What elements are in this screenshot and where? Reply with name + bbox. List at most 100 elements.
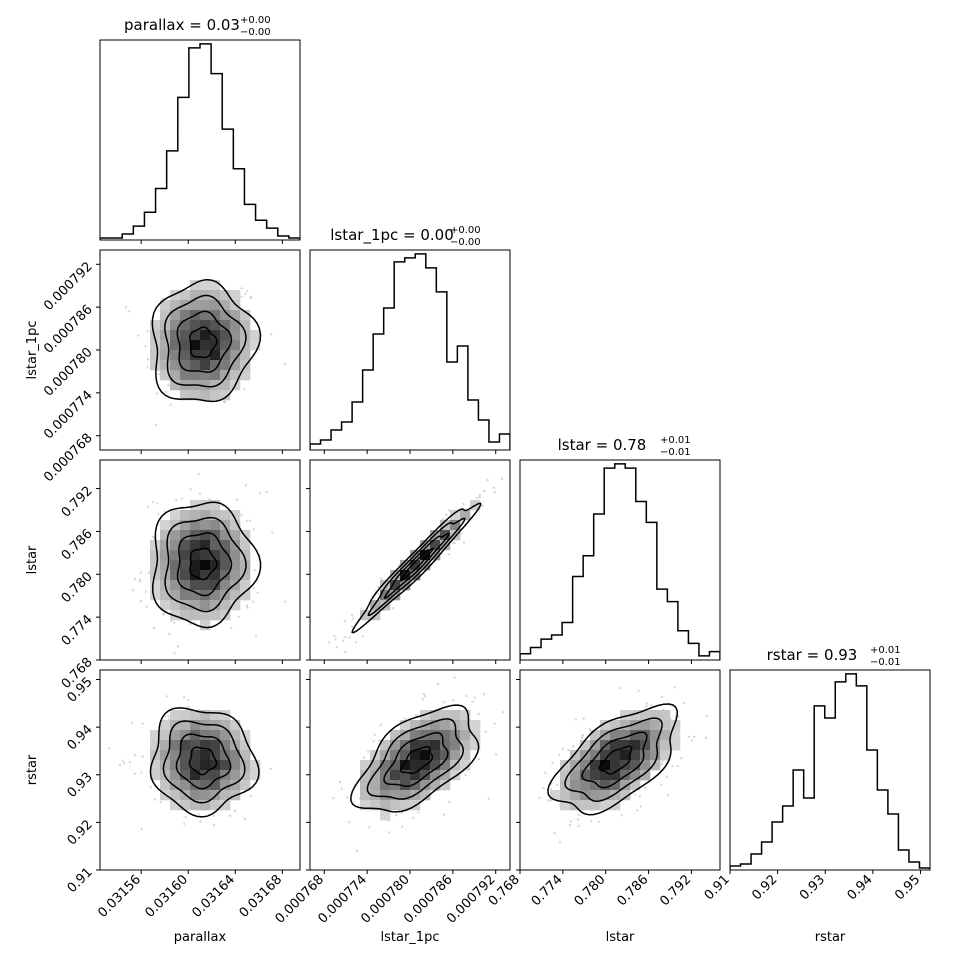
density-cell — [190, 570, 201, 581]
title-rstar: rstar = 0.93 — [767, 646, 858, 664]
sample-point — [687, 735, 691, 738]
sample-point — [335, 646, 339, 649]
y-axis-label-rstar: rstar — [25, 754, 40, 785]
density-cell — [410, 570, 421, 581]
density-cell — [600, 780, 611, 791]
density-cell — [620, 720, 631, 731]
density-cell — [450, 770, 461, 781]
density-cell — [230, 600, 241, 611]
density-cell — [170, 770, 181, 781]
density-cell — [160, 310, 171, 321]
sample-point — [180, 497, 184, 500]
density-cell — [170, 380, 181, 391]
sample-point — [157, 372, 160, 376]
density-cell — [210, 520, 221, 531]
sample-point — [500, 477, 504, 480]
x-tick-label-lstar: 0.774 — [529, 872, 566, 909]
density-cell — [380, 750, 391, 761]
sample-point — [580, 736, 583, 740]
density-cell — [190, 370, 201, 381]
density-cell — [200, 330, 211, 341]
sample-point — [645, 702, 649, 705]
density-cell — [170, 330, 181, 341]
sample-point — [676, 764, 679, 768]
density-cell — [360, 780, 371, 791]
sample-point — [341, 639, 345, 643]
sample-point — [183, 696, 186, 699]
sample-point — [224, 400, 227, 403]
density-cell — [240, 750, 251, 761]
density-cell — [160, 540, 171, 551]
density-cell — [380, 800, 391, 811]
density-cell — [210, 800, 221, 811]
panel-lstar_1pc-vs-parallax — [96, 249, 301, 454]
contour-line — [367, 517, 466, 617]
sample-point — [269, 767, 272, 771]
title-lstar: lstar = 0.78 — [558, 436, 647, 454]
sample-point — [637, 689, 640, 692]
sample-point — [482, 693, 486, 696]
density-cell — [160, 300, 171, 311]
density-cell — [600, 770, 611, 781]
density-cell — [190, 340, 201, 351]
panel-lstar-vs-lstar_1pc — [306, 459, 511, 664]
sample-point — [127, 310, 131, 313]
sample-point — [249, 795, 252, 798]
density-cell — [370, 600, 381, 611]
density-cell — [430, 780, 441, 791]
density-cell — [200, 530, 211, 541]
x-tick-label-lstar: 0.780 — [572, 872, 609, 909]
density-cell — [180, 580, 191, 591]
sample-point — [465, 694, 468, 698]
density-cell — [180, 340, 191, 351]
density-cell — [200, 280, 211, 291]
density-cell — [200, 340, 211, 351]
sample-point — [577, 824, 580, 828]
density-cell — [180, 520, 191, 531]
density-cell — [360, 800, 371, 811]
x-tick-label-rstar: 0.93 — [797, 872, 828, 903]
density-cell — [450, 750, 461, 761]
density-cell — [210, 570, 221, 581]
density-cell — [440, 740, 451, 751]
density-cell — [200, 760, 211, 771]
density-cell — [420, 560, 431, 571]
density-cell — [600, 750, 611, 761]
contour-line — [383, 532, 450, 599]
density-cell — [150, 560, 161, 571]
title-upper-error-rstar: +0.01 — [870, 645, 901, 656]
density-cell — [410, 720, 421, 731]
density-cell — [410, 750, 421, 761]
density-cell — [600, 760, 611, 771]
density-cell — [230, 290, 241, 301]
sample-point — [538, 796, 541, 800]
sample-point — [666, 794, 670, 797]
density-cell — [240, 740, 251, 751]
density-cell — [150, 730, 161, 741]
density-cell — [240, 350, 251, 361]
density-cell — [230, 340, 241, 351]
density-cell — [210, 770, 221, 781]
contour-line — [350, 704, 480, 813]
sample-point — [230, 626, 233, 630]
contour-line — [399, 745, 434, 775]
density-cell — [180, 780, 191, 791]
sample-point — [660, 783, 663, 786]
contour-line — [149, 707, 260, 818]
contour-line — [383, 732, 449, 787]
density-cell — [220, 550, 231, 561]
sample-point — [376, 585, 380, 589]
density-cell — [640, 750, 651, 761]
density-cell — [240, 560, 251, 571]
density-cell — [610, 790, 621, 801]
density-cell — [190, 770, 201, 781]
density-cell — [390, 750, 401, 761]
sample-point — [478, 493, 481, 497]
density-cell — [430, 730, 441, 741]
sample-point — [452, 541, 456, 544]
sample-point — [159, 801, 162, 804]
density-cell — [650, 720, 661, 731]
sample-point — [581, 734, 584, 738]
density-cell — [200, 550, 211, 561]
sample-point — [149, 785, 152, 789]
